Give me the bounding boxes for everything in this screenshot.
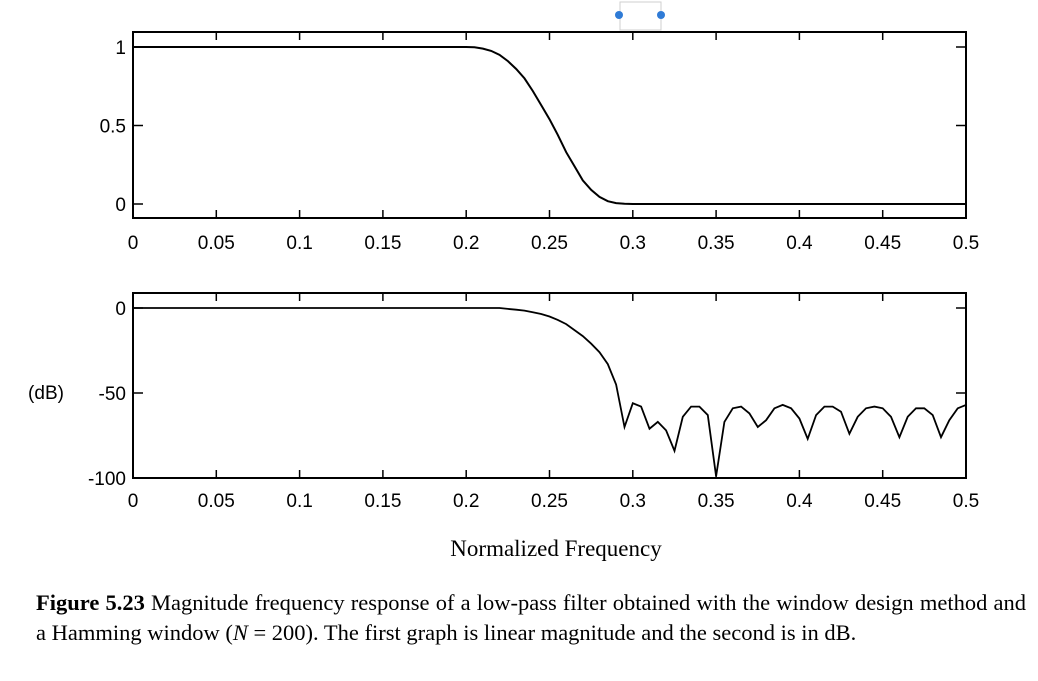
x-tick-label: 0.25 [531, 491, 568, 512]
y-tick-label: 0 [115, 299, 126, 320]
x-tick-label: 0 [128, 491, 139, 512]
x-tick-label: 0.5 [953, 491, 979, 512]
x-tick-label: 0.05 [198, 233, 235, 254]
figure-label: Figure 5.23 [36, 590, 145, 615]
caption-text-1: Magnitude frequency response of a low-pa… [36, 590, 1026, 645]
x-tick-label: 0.1 [286, 491, 312, 512]
linear-magnitude-plot: 0 0.05 0.1 0.15 0.2 0.25 0.3 0.35 0.4 0.45 0.5 00.… [100, 31, 980, 254]
y-tick-labels: 0 -50 -100 [88, 299, 126, 490]
x-tick-label: 0.15 [364, 491, 401, 512]
x-tick-label: 0.4 [786, 491, 813, 512]
plot-frame [132, 31, 967, 219]
x-tick-labels: 0 0.05 0.1 0.15 0.2 0.25 0.3 0.35 0.4 0.45 0.5 [128, 491, 980, 512]
x-tick-label: 0.2 [453, 233, 479, 254]
x-tick-label: 0.1 [286, 233, 312, 254]
left-resize-handle[interactable] [615, 11, 623, 19]
x-tick-label: 0.35 [698, 491, 735, 512]
y-axis-label: (dB) [28, 383, 64, 404]
caption-variable: N [232, 620, 248, 645]
x-tick-label: 0.3 [620, 233, 646, 254]
y-tick-label: 0 [115, 195, 126, 216]
caption-text-2: = 200). The first graph is linear magnit… [247, 620, 857, 645]
x-tick-label: 0.15 [364, 233, 401, 254]
selection-box[interactable] [619, 1, 662, 31]
x-tick-label: 0 [128, 233, 139, 254]
x-tick-labels: 0 0.05 0.1 0.15 0.2 0.25 0.3 0.35 0.4 0.45 0.5 [128, 233, 980, 254]
db-curve [133, 307, 967, 477]
tick-marks [133, 32, 966, 218]
right-resize-handle[interactable] [657, 11, 665, 19]
y-tick-label: -100 [88, 469, 126, 490]
db-magnitude-plot: 0 0.05 0.1 0.15 0.2 0.25 0.3 0.35 0.4 0.45 0.5 0 -5… [28, 292, 980, 512]
x-tick-label: 0.25 [531, 233, 568, 254]
tick-marks [133, 293, 966, 479]
y-tick-label: -50 [99, 384, 126, 405]
y-tick-label: 0.5 [100, 117, 126, 138]
x-tick-label: 0.3 [620, 491, 646, 512]
x-tick-label: 0.45 [864, 491, 901, 512]
selection-handles[interactable] [615, 1, 665, 31]
x-axis-label: Normalized Frequency [450, 536, 662, 561]
y-tick-label: 1 [115, 38, 126, 59]
magnitude-curve [133, 46, 966, 205]
x-tick-label: 0.45 [864, 233, 901, 254]
y-tick-labels: 00.51 [100, 38, 126, 216]
x-tick-label: 0.05 [198, 491, 235, 512]
figure-caption: Figure 5.23 Magnitude frequency response… [36, 588, 1026, 648]
x-tick-label: 0.2 [453, 491, 479, 512]
plot-frame [132, 292, 967, 479]
x-tick-label: 0.5 [953, 233, 979, 254]
x-tick-label: 0.35 [698, 233, 735, 254]
x-tick-label: 0.4 [786, 233, 813, 254]
